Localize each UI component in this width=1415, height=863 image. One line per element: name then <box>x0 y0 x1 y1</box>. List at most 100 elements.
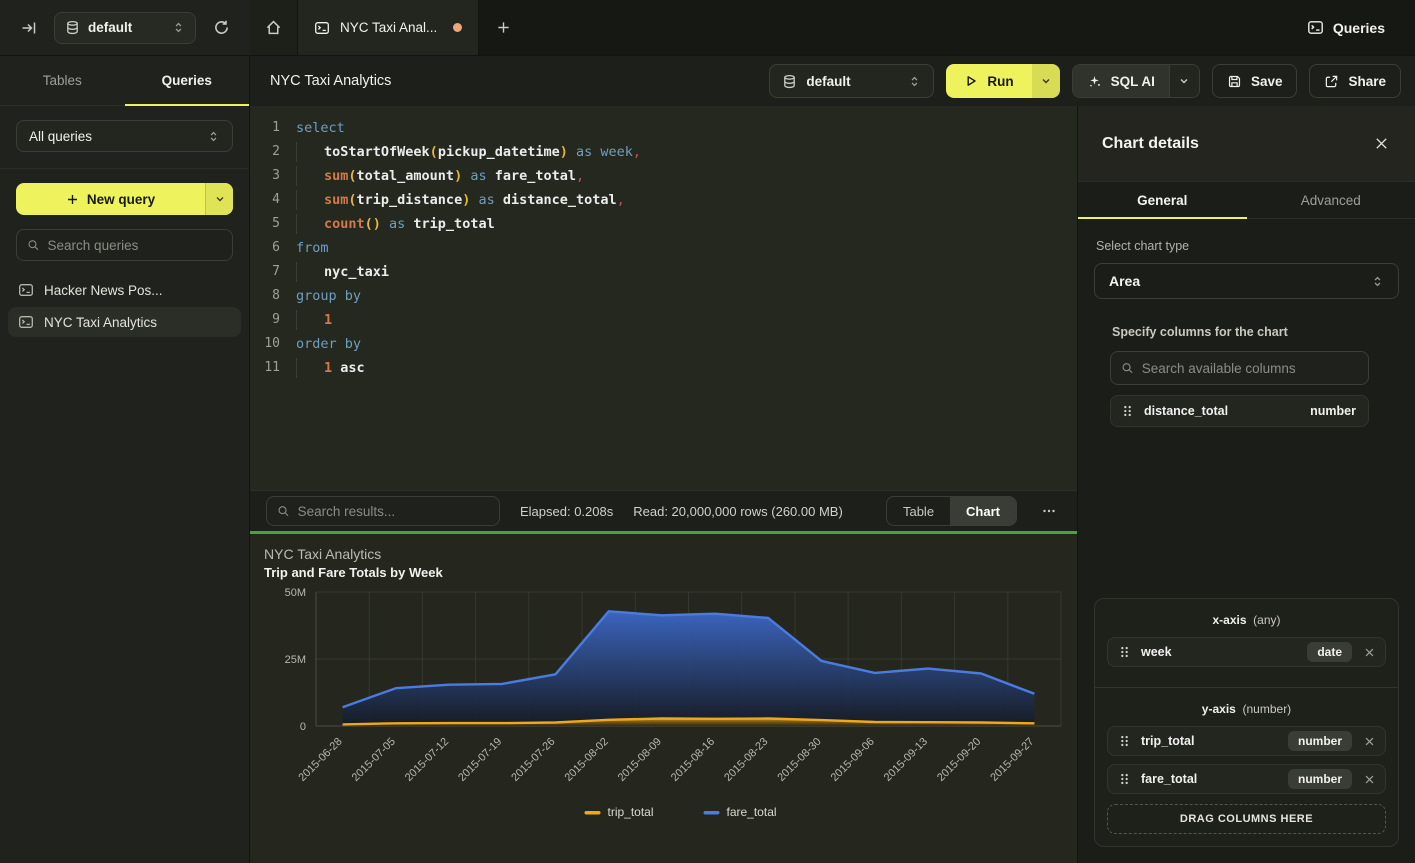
tab-label: NYC Taxi Anal... <box>340 20 437 35</box>
topbar-database-selector[interactable]: default <box>54 12 196 44</box>
sidebar-filter-section: All queries <box>0 106 249 169</box>
new-tab-button[interactable] <box>479 0 527 55</box>
query-workspace: 1 select 2 toStartOfWeek(pickup_datetime… <box>250 106 1078 863</box>
query-filter-select[interactable]: All queries <box>16 120 233 152</box>
drag-handle-icon[interactable] <box>1121 404 1134 418</box>
close-icon <box>1374 136 1389 151</box>
search-icon <box>1121 361 1134 375</box>
query-list-item[interactable]: Hacker News Pos... <box>8 275 241 305</box>
sql-console-app: default NYC Taxi Anal... Que <box>0 0 1415 863</box>
columns-search-input[interactable] <box>1142 361 1358 376</box>
chevron-updown-icon <box>172 21 185 34</box>
save-button-label: Save <box>1251 74 1283 89</box>
sidebar-search[interactable] <box>16 229 233 261</box>
query-list-item[interactable]: NYC Taxi Analytics <box>8 307 241 337</box>
tab-advanced[interactable]: Advanced <box>1247 182 1415 218</box>
results-search-input[interactable] <box>298 504 489 519</box>
new-query-button[interactable]: New query <box>16 183 233 215</box>
drag-handle-icon[interactable] <box>1118 734 1131 748</box>
legend-label[interactable]: trip_total <box>608 805 654 819</box>
sql-ai-button[interactable]: SQL AI <box>1073 65 1169 97</box>
line-number: 3 <box>250 164 280 188</box>
new-query-main[interactable]: New query <box>16 183 205 215</box>
query-terminal-icon <box>18 282 34 298</box>
x-tick-label: 2015-09-27 <box>988 736 1036 784</box>
close-panel-button[interactable] <box>1374 136 1389 151</box>
editor-line: 9 1 <box>250 308 1077 332</box>
sidebar-tab-queries[interactable]: Queries <box>125 56 250 105</box>
header-database-selector[interactable]: default <box>769 64 934 98</box>
drag-columns-drop-zone[interactable]: DRAG COLUMNS HERE <box>1107 804 1386 834</box>
remove-column-button[interactable] <box>1364 774 1375 785</box>
available-column-row[interactable]: distance_totalnumber <box>1110 395 1369 427</box>
columns-section: Specify columns for the chart distance_t… <box>1110 325 1383 427</box>
y-axis-column-row[interactable]: trip_totalnumber <box>1107 726 1386 756</box>
x-tick-label: 2015-08-23 <box>722 736 770 784</box>
x-tick-label: 2015-07-19 <box>456 736 504 784</box>
code-text: select <box>296 116 345 140</box>
share-button-label: Share <box>1348 74 1386 89</box>
y-axis-column-row[interactable]: fare_totalnumber <box>1107 764 1386 794</box>
editor-line: 3 sum(total_amount) as fare_total, <box>250 164 1077 188</box>
sidebar-search-input[interactable] <box>48 238 222 253</box>
x-tick-label: 2015-09-20 <box>935 736 983 784</box>
elapsed-stat: Elapsed: 0.208s <box>520 504 613 519</box>
share-icon <box>1324 74 1339 89</box>
sql-ai-button-group: SQL AI <box>1072 64 1200 98</box>
line-number: 11 <box>250 356 280 380</box>
code-text: from <box>296 236 329 260</box>
queries-button[interactable]: Queries <box>1299 13 1393 42</box>
save-button[interactable]: Save <box>1212 64 1298 98</box>
chevron-updown-icon <box>1371 275 1384 288</box>
run-dropdown[interactable] <box>1032 64 1060 98</box>
columns-search[interactable] <box>1110 351 1369 385</box>
view-toggle-table[interactable]: Table <box>887 497 950 525</box>
tab-strip: NYC Taxi Anal... Queries <box>250 0 1415 55</box>
run-button[interactable]: Run <box>946 64 1031 98</box>
x-axis-column-row[interactable]: weekdate <box>1107 637 1386 667</box>
x-tick-label: 2015-09-13 <box>882 736 930 784</box>
run-button-label: Run <box>987 74 1013 89</box>
columns-label: Specify columns for the chart <box>1112 325 1381 339</box>
line-number: 8 <box>250 284 280 308</box>
home-tab[interactable] <box>250 0 298 55</box>
sidebar-body: New query Hacker News Pos... NYC Taxi An… <box>0 169 249 863</box>
editor-line: 11 1 asc <box>250 356 1077 380</box>
editor-line: 7 nyc_taxi <box>250 260 1077 284</box>
column-name: distance_total <box>1144 404 1300 418</box>
refresh-button[interactable] <box>206 13 236 43</box>
chart-type-value: Area <box>1109 273 1371 289</box>
sql-ai-dropdown[interactable] <box>1169 65 1199 97</box>
results-more-button[interactable] <box>1037 501 1061 521</box>
legend-label[interactable]: fare_total <box>727 805 777 819</box>
chart-title: NYC Taxi Analytics <box>264 546 1077 562</box>
chart-type-label: Select chart type <box>1096 239 1397 253</box>
main-area: NYC Taxi Analytics default Run <box>250 56 1415 863</box>
tab-general[interactable]: General <box>1078 182 1247 218</box>
remove-column-button[interactable] <box>1364 736 1375 747</box>
indent-guide <box>296 166 297 186</box>
share-button[interactable]: Share <box>1309 64 1401 98</box>
x-axis-heading: x-axis (any) <box>1107 613 1386 627</box>
collapse-sidebar-button[interactable] <box>14 13 44 43</box>
view-toggle-chart[interactable]: Chart <box>950 497 1016 525</box>
code-text: sum(trip_distance) as distance_total, <box>296 188 625 212</box>
x-tick-label: 2015-08-16 <box>669 736 717 784</box>
results-search[interactable] <box>266 496 500 526</box>
area-chart[interactable]: 025M50M2015-06-282015-07-052015-07-12201… <box>258 584 1077 851</box>
queries-button-label: Queries <box>1333 20 1385 36</box>
sql-editor[interactable]: 1 select 2 toStartOfWeek(pickup_datetime… <box>250 106 1077 490</box>
view-toggle: Table Chart <box>886 496 1017 526</box>
query-terminal-icon <box>314 20 330 36</box>
tab-nyc-taxi-analytics[interactable]: NYC Taxi Anal... <box>298 0 479 55</box>
code-text: order by <box>296 332 361 356</box>
drag-handle-icon[interactable] <box>1118 772 1131 786</box>
drag-handle-icon[interactable] <box>1118 645 1131 659</box>
new-query-dropdown[interactable] <box>205 183 233 215</box>
query-title: NYC Taxi Analytics <box>270 73 391 89</box>
remove-column-button[interactable] <box>1364 647 1375 658</box>
x-axis-section: x-axis (any) weekdate <box>1095 599 1398 687</box>
code-text: group by <box>296 284 361 308</box>
chart-type-select[interactable]: Area <box>1094 263 1399 299</box>
sidebar-tab-tables[interactable]: Tables <box>0 56 125 105</box>
